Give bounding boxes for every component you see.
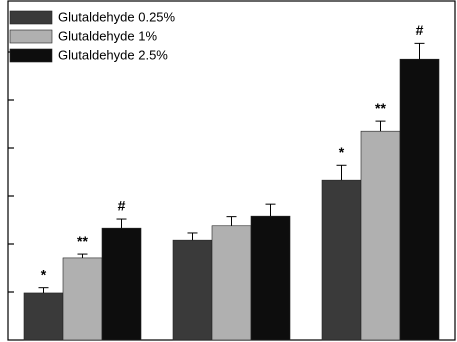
legend-swatch	[9, 10, 53, 25]
bar	[360, 130, 401, 341]
bar	[23, 292, 64, 341]
bar	[172, 239, 213, 341]
legend-swatch	[9, 48, 53, 63]
legend-label: Glutaldehyde 0.25%	[58, 9, 176, 24]
significance-mark: *	[339, 144, 345, 160]
legend-swatch	[9, 29, 53, 44]
significance-mark: *	[41, 266, 47, 282]
significance-mark: **	[77, 233, 88, 249]
legend-label: Glutaldehyde 2.5%	[58, 47, 168, 62]
bar	[250, 215, 291, 341]
significance-mark: #	[118, 198, 126, 214]
bar	[321, 179, 362, 341]
significance-mark: #	[416, 22, 424, 38]
significance-mark: **	[375, 100, 386, 116]
bar	[399, 58, 440, 341]
legend-label: Glutaldehyde 1%	[58, 28, 157, 43]
bar	[62, 257, 103, 341]
bar	[101, 227, 142, 341]
bar	[211, 225, 252, 341]
